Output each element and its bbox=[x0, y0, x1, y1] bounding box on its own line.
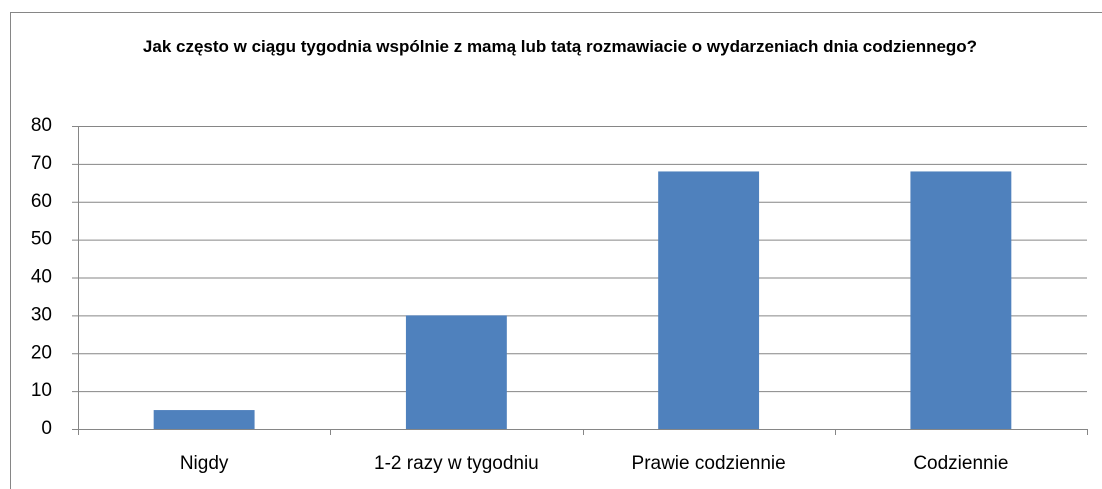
x-tick-label: 1-2 razy w tygodniu bbox=[374, 453, 539, 474]
chart-border bbox=[10, 12, 1102, 489]
bar bbox=[153, 410, 255, 429]
y-tick-label: 30 bbox=[31, 304, 52, 325]
x-tick-label: Prawie codziennie bbox=[632, 453, 786, 474]
y-tick-label: 80 bbox=[31, 115, 52, 136]
y-tick-label: 20 bbox=[31, 342, 52, 363]
y-tick-label: 60 bbox=[31, 191, 52, 212]
y-tick-label: 10 bbox=[31, 380, 52, 401]
chart-title: Jak często w ciągu tygodnia wspólnie z m… bbox=[142, 37, 978, 56]
x-tick-label: Nigdy bbox=[180, 453, 229, 474]
y-tick-label: 0 bbox=[41, 418, 52, 439]
y-tick-label: 40 bbox=[31, 267, 52, 288]
bar bbox=[910, 171, 1012, 429]
y-tick-label: 50 bbox=[31, 229, 52, 250]
bar bbox=[405, 315, 507, 429]
x-tick-label: Codziennie bbox=[913, 453, 1008, 474]
y-tick-label: 70 bbox=[31, 153, 52, 174]
bar bbox=[658, 171, 760, 429]
